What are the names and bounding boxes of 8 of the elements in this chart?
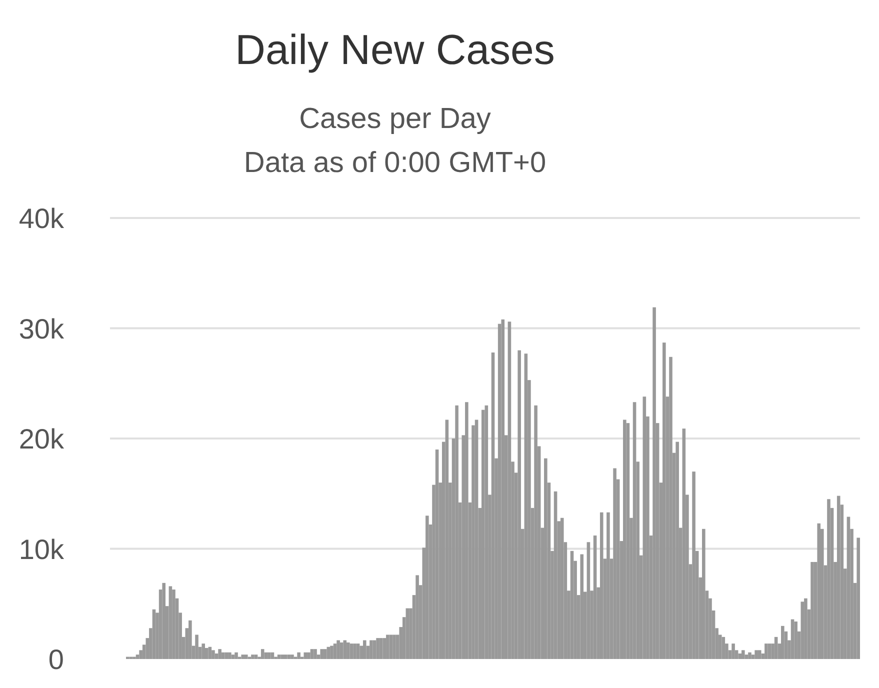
y-tick-label: 20k — [18, 424, 65, 455]
y-tick-label: 10k — [18, 534, 65, 565]
text: Data as of 0:00 GMT+0 — [244, 147, 546, 179]
y-tick-label: 0 — [48, 644, 64, 676]
y-tick-label: 40k — [18, 203, 65, 234]
chart-subtitle: Cases per Day — [299, 103, 492, 135]
y-tick-label: 30k — [18, 313, 65, 344]
chart-title: Daily New Cases — [235, 26, 555, 73]
